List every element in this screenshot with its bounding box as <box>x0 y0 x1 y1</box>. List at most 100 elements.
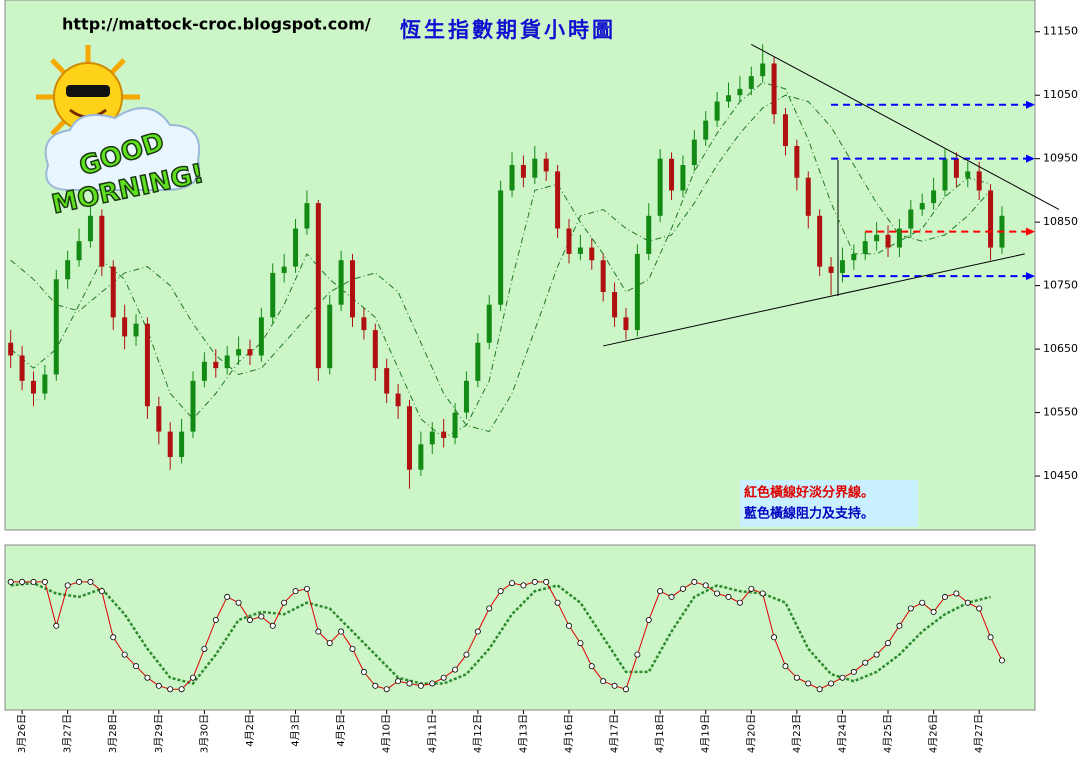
level-arrow <box>1026 100 1035 109</box>
candle-body <box>942 158 948 191</box>
candle-body <box>110 266 116 318</box>
note-box <box>740 480 918 527</box>
oscillator-point <box>554 599 561 606</box>
oscillator-point <box>178 686 185 693</box>
oscillator-point <box>600 678 607 685</box>
oscillator-point <box>976 605 983 612</box>
candle-body <box>782 114 788 146</box>
logo: GOOD MORNING! <box>36 45 207 221</box>
oscillator-point <box>668 593 675 600</box>
candle-body <box>338 260 344 305</box>
candle-body <box>361 317 367 331</box>
trendline <box>751 43 1060 210</box>
oscillator-point <box>406 680 413 687</box>
candle-body <box>213 361 219 369</box>
oscillator-point <box>133 663 140 670</box>
candle-body <box>976 171 982 191</box>
oscillator-point <box>930 608 937 615</box>
oscillator-point <box>998 657 1005 664</box>
oscillator-point <box>679 585 686 592</box>
oscillator-point <box>258 613 265 620</box>
oscillator-point <box>383 686 390 693</box>
oscillator-point <box>30 578 37 585</box>
oscillator-point <box>303 585 310 592</box>
candle-body <box>828 266 834 273</box>
oscillator-point <box>474 628 481 635</box>
oscillator-point <box>440 674 447 681</box>
oscillator-point <box>907 605 914 612</box>
x-tick-label: 4月3日 <box>290 714 302 747</box>
candle-body <box>190 380 196 432</box>
note: 紅色橫線好淡分界線。 <box>744 485 874 501</box>
oscillator-point <box>76 578 83 585</box>
oscillator-point <box>634 651 641 658</box>
candle-body <box>327 304 333 369</box>
url-text: http://mattock-croc.blogspot.com/ <box>62 15 371 34</box>
oscillator-point <box>167 686 174 693</box>
candle-body <box>258 317 264 356</box>
oscillator-point <box>862 659 869 666</box>
oscillator-point <box>110 634 117 641</box>
candle-body <box>463 380 469 413</box>
oscillator-point <box>7 578 14 585</box>
y-tick-label: 10950 <box>1043 152 1078 165</box>
oscillator-point <box>98 588 105 595</box>
candle-body <box>760 63 766 77</box>
candle-body <box>65 260 71 280</box>
oscillator-point <box>850 668 857 675</box>
oscillator-point <box>497 588 504 595</box>
oscillator-point <box>246 617 253 624</box>
oscillator-point <box>19 578 26 585</box>
x-tick-label: 4月25日 <box>882 714 894 753</box>
oscillator-point <box>839 674 846 681</box>
oscillator-point <box>360 668 367 675</box>
candle-body <box>532 158 538 178</box>
x-tick-label: 4月16日 <box>563 714 575 753</box>
candle-body <box>350 260 356 318</box>
candle-body <box>247 349 253 356</box>
candle-body <box>817 215 823 267</box>
candle-body <box>8 342 14 356</box>
candle-body <box>771 63 777 115</box>
candle-body <box>714 101 720 121</box>
candle-body <box>122 317 128 337</box>
oscillator-point <box>748 585 755 592</box>
candle-body <box>281 266 287 273</box>
x-tick-label: 4月18日 <box>654 714 666 753</box>
oscillator-point <box>588 663 595 670</box>
x-tick-label: 4月24日 <box>836 714 848 753</box>
x-tick-label: 3月28日 <box>107 714 119 753</box>
candle-body <box>646 215 652 254</box>
oscillator-point <box>941 593 948 600</box>
candle-body <box>429 431 435 445</box>
oscillator-point <box>87 578 94 585</box>
candle-body <box>441 431 447 438</box>
x-tick-label: 4月27日 <box>973 714 985 753</box>
oscillator-point <box>964 599 971 606</box>
oscillator-point <box>349 645 356 652</box>
oscillator-point <box>896 622 903 629</box>
candle-body <box>657 158 663 216</box>
oscillator-point <box>873 651 880 658</box>
candle-body <box>486 304 492 343</box>
oscillator-panel <box>4 544 1036 711</box>
oscillator-point <box>417 682 424 689</box>
sunglasses <box>66 85 110 97</box>
oscillator-point <box>315 628 322 635</box>
candle-body <box>623 317 629 331</box>
oscillator-point <box>121 651 128 658</box>
candle-body <box>748 76 754 89</box>
candle-body <box>805 177 811 216</box>
candle-body <box>600 260 606 292</box>
candle-body <box>896 228 902 248</box>
oscillator-point <box>657 588 664 595</box>
oscillator-point <box>281 599 288 606</box>
candle-body <box>99 215 105 267</box>
candle-body <box>418 444 424 470</box>
candle-body <box>566 228 572 254</box>
oscillator-point <box>509 580 516 587</box>
candle-body <box>634 253 640 331</box>
oscillator-point <box>486 605 493 612</box>
candle-body <box>520 165 526 178</box>
x-tick-label: 3月26日 <box>16 714 28 753</box>
